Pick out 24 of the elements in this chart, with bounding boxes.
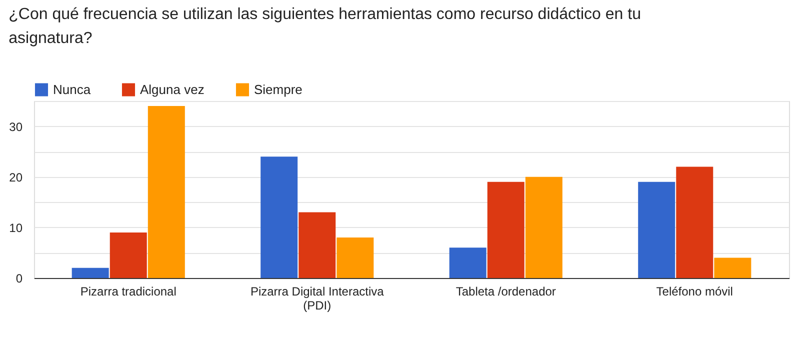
legend-label: Alguna vez: [140, 82, 204, 97]
legend-label: Nunca: [53, 82, 92, 97]
x-tick-label: Pizarra tradicional: [80, 284, 176, 298]
bar: [336, 238, 374, 278]
legend-label: Siempre: [254, 82, 302, 97]
chart-title: ¿Con qué frecuencia se utilizan las siguientes herramientas como recurso didáctico en tu asignatura?: [8, 6, 641, 47]
x-tick-label: Pizarra Digital Interactiva (PDI): [250, 284, 384, 312]
bar: [525, 176, 562, 278]
bar: [110, 232, 147, 278]
bar: [676, 166, 714, 278]
bar: [260, 156, 298, 278]
bar: [487, 182, 524, 278]
bar: [638, 182, 676, 278]
bar: [714, 258, 752, 278]
x-tick-label: Teléfono móvil: [656, 284, 733, 298]
x-tick-label: Tableta /ordenador: [456, 284, 556, 298]
bar: [148, 106, 185, 278]
bar: [449, 248, 486, 278]
bar: [298, 212, 336, 278]
y-tick-label: 20: [9, 170, 23, 184]
bar: [72, 268, 109, 278]
y-tick-label: 10: [9, 220, 23, 235]
y-tick-label: 0: [16, 272, 23, 286]
y-tick-label: 30: [9, 120, 23, 134]
